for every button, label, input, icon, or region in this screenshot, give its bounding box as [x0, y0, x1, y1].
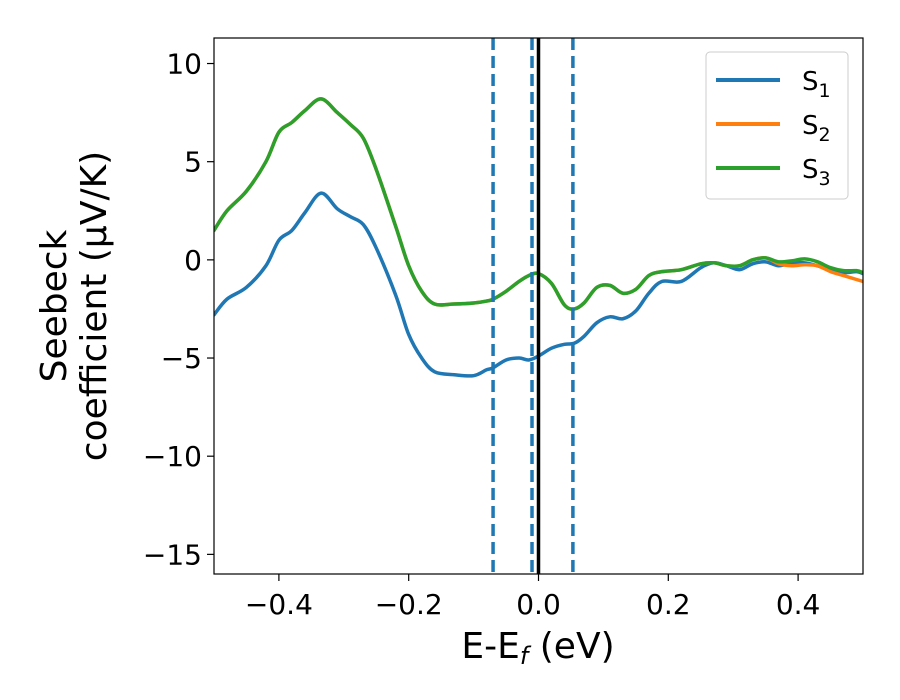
legend-label-s3: S3	[802, 155, 831, 190]
x-axis-label: E-Ef (eV)	[461, 626, 614, 670]
series-line-s3	[214, 97, 863, 311]
y-axis-label-line2: coefficient (μV/K)	[74, 151, 115, 461]
y-tick-label: −5	[161, 342, 202, 375]
y-tick-label: 10	[166, 48, 202, 81]
y-tick-label: −15	[143, 538, 202, 571]
series-line-s1	[214, 191, 863, 378]
x-axis-label-unit: (eV)	[528, 626, 614, 667]
y-tick-label: −10	[143, 440, 202, 473]
x-axis-label-main: E-E	[461, 626, 519, 667]
legend: S1 S2 S3	[705, 51, 849, 200]
x-tick-label: 0.4	[776, 588, 821, 621]
plot-area	[214, 38, 863, 574]
x-axis: −0.4 −0.2 0.0 0.2 0.4	[245, 574, 820, 621]
y-axis-label: Seebeck coefficient (μV/K)	[34, 151, 115, 461]
y-tick-label: 5	[184, 146, 202, 179]
x-tick-label: −0.4	[245, 588, 313, 621]
y-tick-label: 0	[184, 244, 202, 277]
x-tick-label: 0.0	[516, 588, 561, 621]
x-tick-label: 0.2	[646, 588, 691, 621]
legend-label-s2: S2	[802, 111, 831, 146]
y-axis-label-line1: Seebeck	[34, 229, 75, 382]
y-axis: 10 5 0 −5 −10 −15	[143, 48, 214, 571]
legend-label-s1: S1	[802, 67, 831, 102]
x-tick-label: −0.2	[375, 588, 443, 621]
